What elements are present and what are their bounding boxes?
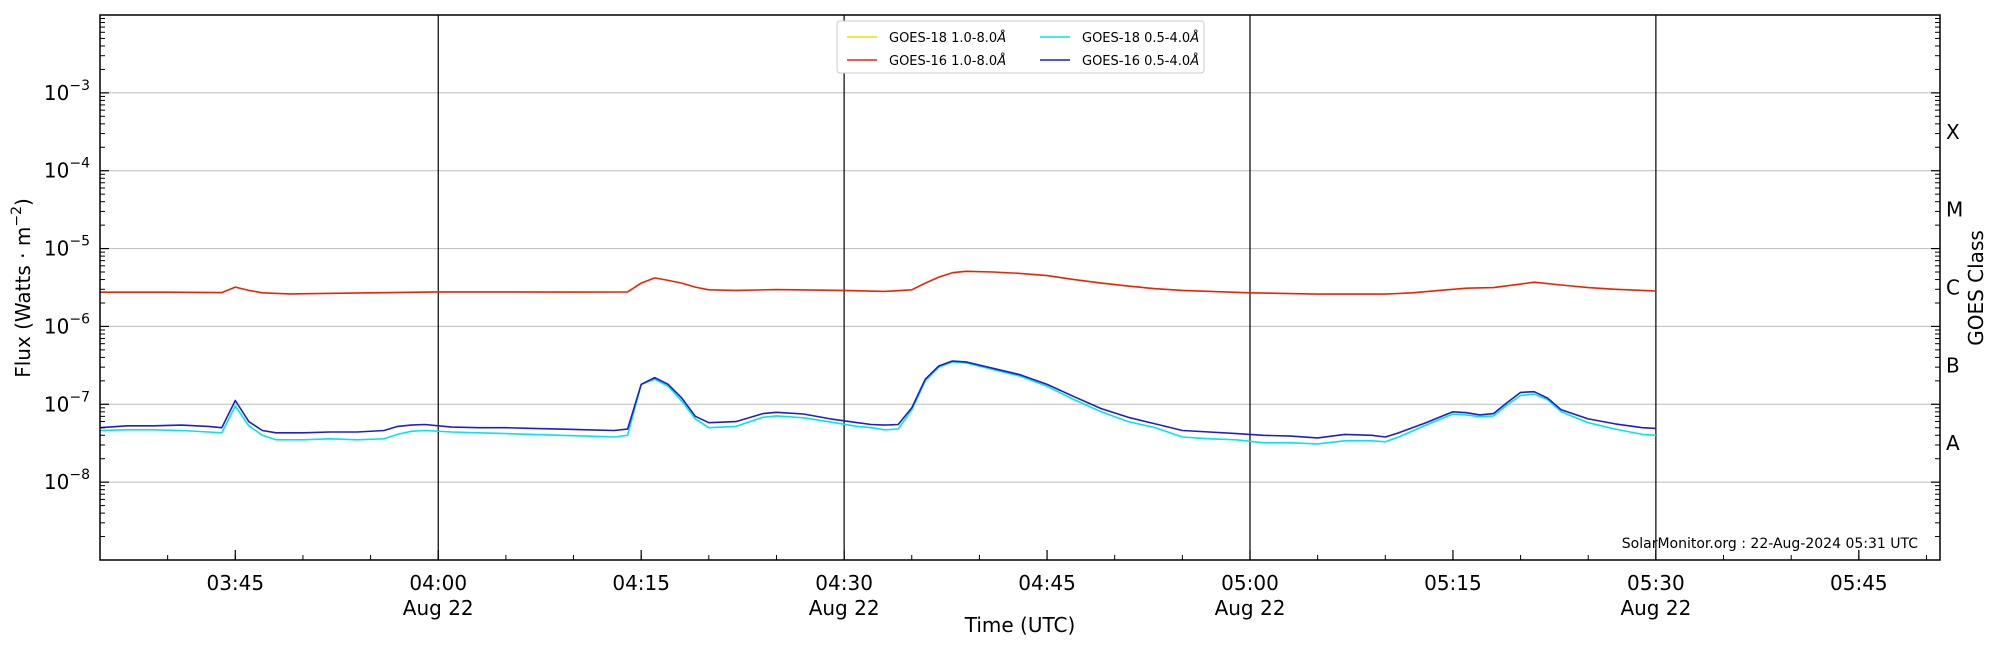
y-tick-exponent: −3 xyxy=(69,78,90,94)
y-tick-base: 10 xyxy=(44,237,69,261)
x-tick-label: 05:15 xyxy=(1424,571,1482,595)
y-tick-label: 10−5 xyxy=(44,234,90,261)
y-tick-exponent: −7 xyxy=(69,389,90,405)
plot-frame xyxy=(99,14,1941,561)
y-tick-exponent: −5 xyxy=(69,234,90,250)
x-tick-label: 05:45 xyxy=(1830,571,1888,595)
y-tick-base: 10 xyxy=(44,392,69,416)
goes-class-label: C xyxy=(1946,276,1960,300)
y-tick-label: 10−3 xyxy=(44,78,90,105)
legend-series-name: GOES-16 0.5-4.0 xyxy=(1082,54,1190,69)
series-line xyxy=(99,361,1656,445)
legend-series-name: GOES-18 1.0-8.0 xyxy=(889,31,997,46)
legend-label: GOES-16 0.5-4.0Å xyxy=(1082,53,1199,69)
right-axis-title: GOES Class xyxy=(1964,230,1988,346)
legend-unit: Å xyxy=(1189,30,1199,46)
x-tick-date: Aug 22 xyxy=(809,596,880,620)
time-marker-lines xyxy=(437,15,1657,560)
y-tick-exponent: −4 xyxy=(69,156,90,172)
x-tick-label: 04:30 xyxy=(815,571,873,595)
x-tick-label: 04:00 xyxy=(409,571,467,595)
y-tick-base: 10 xyxy=(44,314,69,338)
legend-unit: Å xyxy=(996,53,1006,69)
goes-class-labels: X M C B A xyxy=(1946,120,1963,455)
legend-label: GOES-16 1.0-8.0Å xyxy=(889,53,1006,69)
grid-lines xyxy=(100,92,1940,483)
x-tick-label: 03:45 xyxy=(206,571,264,595)
x-tick-label: 04:45 xyxy=(1018,571,1076,595)
x-tick-date: Aug 22 xyxy=(1620,596,1691,620)
data-series xyxy=(99,270,1656,445)
x-tick-label: 05:00 xyxy=(1221,571,1279,595)
y-tick-exponent: −8 xyxy=(69,467,90,483)
legend-unit: Å xyxy=(996,30,1006,46)
goes-class-label: B xyxy=(1946,353,1960,377)
y-axis-ticks: 10−310−410−510−610−710−8 xyxy=(44,18,1940,538)
goes-class-label: M xyxy=(1946,198,1963,222)
x-tick-date: Aug 22 xyxy=(403,596,474,620)
legend: GOES-18 1.0-8.0Å GOES-18 0.5-4.0ÅGOES-16 … xyxy=(836,20,1205,74)
y-tick-label: 10−8 xyxy=(44,467,90,494)
x-tick-label: 04:15 xyxy=(612,571,670,595)
y-tick-base: 10 xyxy=(44,470,69,494)
y-tick-base: 10 xyxy=(44,81,69,105)
y-axis-title: Flux (Watts · m−2) xyxy=(9,198,35,378)
y-tick-label: 10−6 xyxy=(44,311,90,338)
legend-unit: Å xyxy=(1189,53,1199,69)
legend-label: GOES-18 1.0-8.0Å xyxy=(889,30,1006,46)
series-line xyxy=(99,360,1656,439)
x-tick-date: Aug 22 xyxy=(1215,596,1286,620)
y-tick-label: 10−4 xyxy=(44,156,90,183)
watermark-text: SolarMonitor.org : 22-Aug-2024 05:31 UTC xyxy=(1622,536,1918,552)
series-line xyxy=(100,270,1656,295)
legend-box xyxy=(836,20,1205,74)
goes-class-label: A xyxy=(1946,431,1960,455)
goes-class-label: X xyxy=(1946,120,1960,144)
x-tick-label: 05:30 xyxy=(1627,571,1685,595)
x-axis-title: Time (UTC) xyxy=(964,613,1076,637)
legend-label: GOES-18 0.5-4.0Å xyxy=(1082,30,1199,46)
legend-series-name: GOES-16 1.0-8.0 xyxy=(889,54,997,69)
y-tick-exponent: −6 xyxy=(69,311,90,327)
y-tick-base: 10 xyxy=(44,159,69,183)
y-tick-label: 10−7 xyxy=(44,389,90,416)
legend-series-name: GOES-18 0.5-4.0 xyxy=(1082,31,1190,46)
